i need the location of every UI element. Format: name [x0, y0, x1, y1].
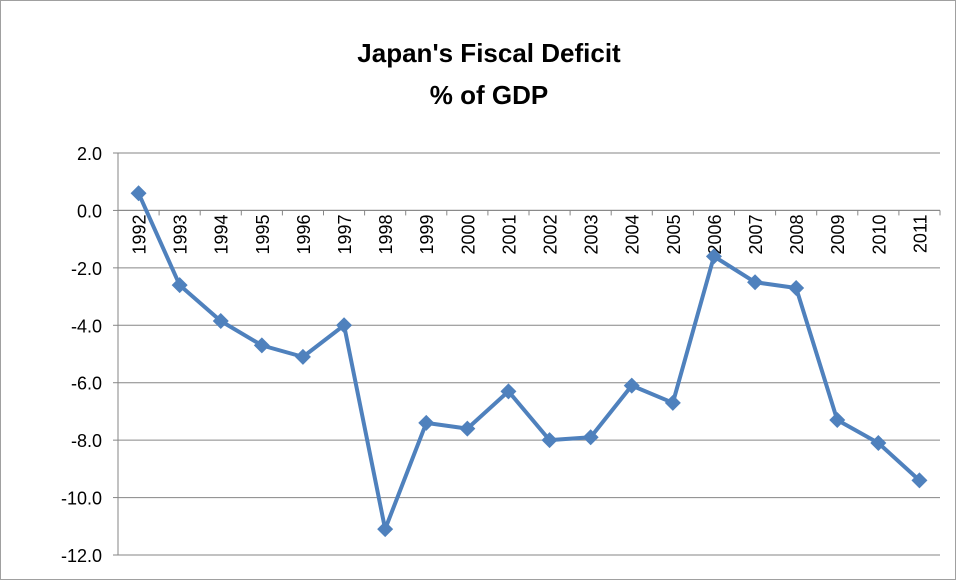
y-tick-label: -4.0 — [71, 316, 102, 336]
x-tick-label: 1996 — [294, 214, 314, 254]
data-marker — [459, 420, 476, 437]
data-marker — [212, 312, 229, 329]
x-tick-label: 2002 — [541, 214, 561, 254]
x-tick-label: 2007 — [746, 214, 766, 254]
chart-title: Japan's Fiscal Deficit — [357, 38, 621, 68]
data-marker — [377, 521, 394, 538]
x-tick-label: 2005 — [664, 214, 684, 254]
y-tick-label: -12.0 — [61, 546, 102, 566]
data-marker — [582, 429, 599, 446]
data-marker — [336, 317, 353, 334]
data-marker — [294, 348, 311, 365]
x-tick-label: 1992 — [130, 214, 150, 254]
y-tick-label: 0.0 — [77, 201, 102, 221]
x-tick-label: 2004 — [623, 214, 643, 254]
data-marker — [788, 279, 805, 296]
data-marker — [623, 377, 640, 394]
data-marker — [705, 248, 722, 265]
y-tick-label: -8.0 — [71, 431, 102, 451]
y-tick-label: -10.0 — [61, 489, 102, 509]
x-tick-label: 2010 — [869, 214, 889, 254]
x-tick-label: 2003 — [582, 214, 602, 254]
x-tick-label: 2000 — [458, 214, 478, 254]
x-tick-label: 2011 — [910, 214, 930, 253]
data-marker — [500, 383, 517, 400]
x-tick-label: 2008 — [787, 214, 807, 254]
chart-subtitle: % of GDP — [430, 80, 548, 110]
x-tick-label: 2001 — [499, 214, 519, 254]
y-tick-label: -6.0 — [71, 374, 102, 394]
data-marker — [747, 274, 764, 291]
data-marker — [541, 432, 558, 449]
x-tick-label: 1995 — [253, 214, 273, 254]
data-marker — [870, 435, 887, 452]
x-tick-label: 2006 — [705, 214, 725, 254]
data-marker — [418, 414, 435, 431]
data-marker — [664, 394, 681, 411]
x-tick-label: 1994 — [212, 214, 232, 254]
x-tick-label: 1998 — [376, 214, 396, 254]
x-tick-label: 2009 — [828, 214, 848, 254]
data-marker — [171, 277, 188, 294]
data-marker — [829, 412, 846, 429]
data-marker — [253, 337, 270, 354]
x-tick-label: 1997 — [335, 214, 355, 254]
x-tick-label: 1993 — [171, 214, 191, 254]
y-tick-label: -2.0 — [71, 259, 102, 279]
data-marker — [911, 472, 928, 489]
y-tick-label: 2.0 — [77, 144, 102, 164]
data-marker — [130, 185, 147, 202]
x-tick-label: 1999 — [417, 214, 437, 254]
